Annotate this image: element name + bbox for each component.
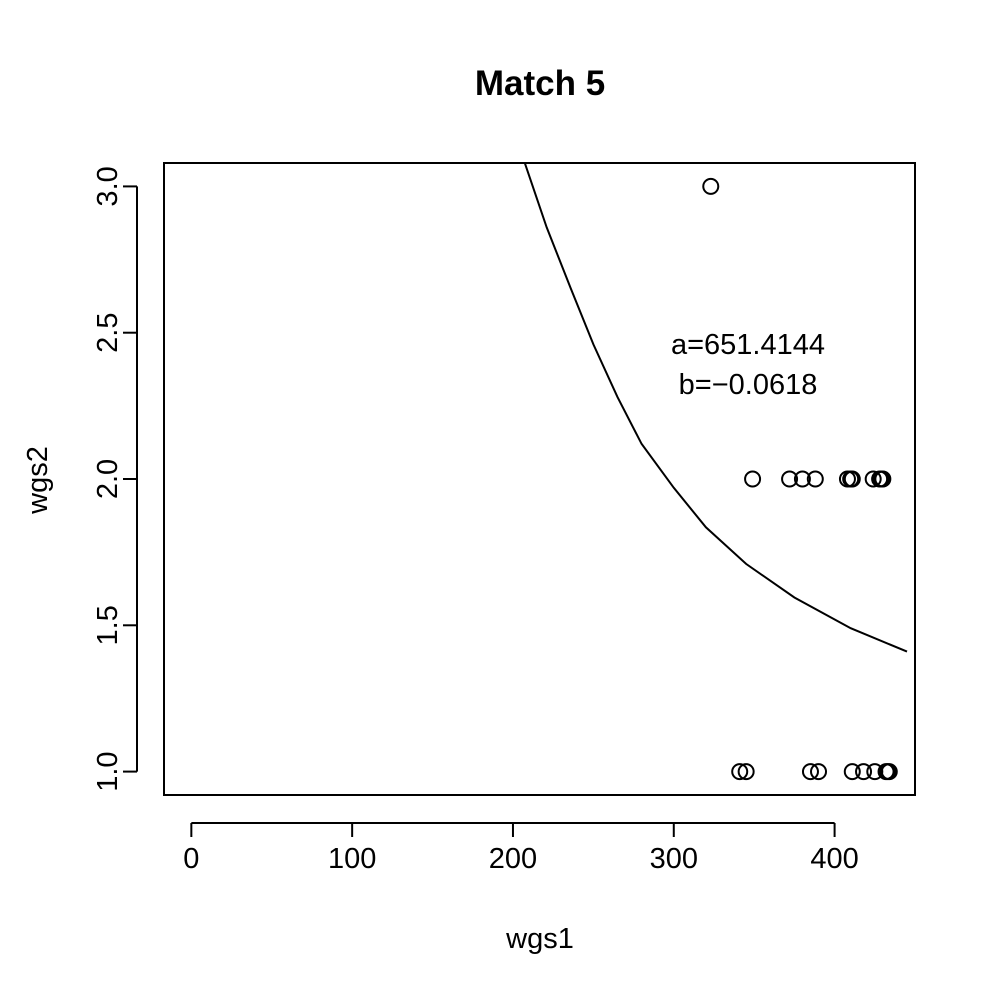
x-tick-label: 0 bbox=[183, 843, 199, 875]
data-point bbox=[880, 763, 898, 781]
y-tick-label: 1.0 bbox=[92, 751, 124, 791]
data-point bbox=[864, 470, 882, 488]
chart-title: Match 5 bbox=[475, 64, 605, 103]
data-point bbox=[781, 470, 799, 488]
fit-curve bbox=[523, 163, 908, 653]
x-axis: 0 100 200 300 400 bbox=[183, 822, 859, 875]
x-tick-label: 300 bbox=[650, 843, 698, 875]
data-point bbox=[855, 763, 873, 781]
data-point bbox=[874, 470, 892, 488]
data-point bbox=[801, 763, 819, 781]
data-point bbox=[744, 470, 762, 488]
data-point bbox=[702, 177, 720, 195]
y-tick-label: 2.5 bbox=[92, 313, 124, 353]
x-tick-label: 400 bbox=[810, 843, 858, 875]
y-tick-label: 3.0 bbox=[92, 166, 124, 206]
x-tick-label: 100 bbox=[328, 843, 376, 875]
y-tick-label: 2.0 bbox=[92, 459, 124, 499]
annotation-b: b=−0.0618 bbox=[679, 369, 818, 401]
y-tick-label: 1.5 bbox=[92, 605, 124, 645]
data-point bbox=[843, 763, 861, 781]
y-axis: 1.0 1.5 2.0 2.5 3.0 bbox=[92, 166, 138, 792]
plot-frame bbox=[163, 162, 916, 796]
data-point bbox=[810, 763, 828, 781]
data-points bbox=[702, 177, 898, 781]
data-point bbox=[806, 470, 824, 488]
x-tick-label: 200 bbox=[489, 843, 537, 875]
x-axis-label: wgs1 bbox=[505, 923, 574, 955]
data-point bbox=[731, 763, 749, 781]
y-axis-label: wgs2 bbox=[22, 446, 54, 515]
data-point bbox=[843, 470, 861, 488]
data-point bbox=[793, 470, 811, 488]
annotation-a: a=651.4144 bbox=[671, 329, 825, 361]
data-point bbox=[737, 763, 755, 781]
